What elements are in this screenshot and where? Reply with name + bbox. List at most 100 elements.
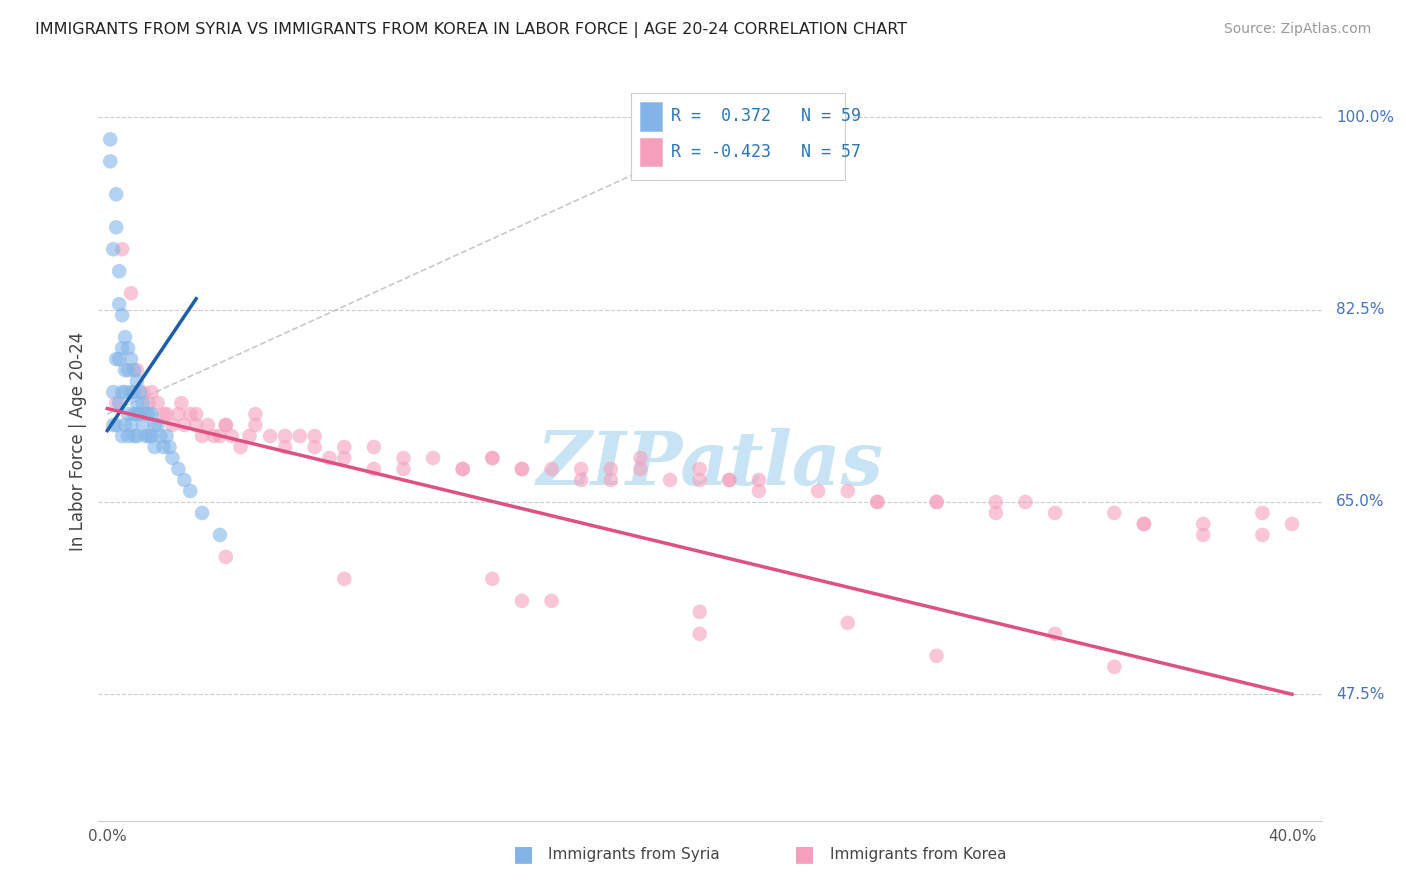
- Point: [274, 440, 297, 454]
- Point: [105, 220, 128, 235]
- Point: [120, 385, 142, 400]
- Text: IMMIGRANTS FROM SYRIA VS IMMIGRANTS FROM KOREA IN LABOR FORCE | AGE 20-24 CORREL: IMMIGRANTS FROM SYRIA VS IMMIGRANTS FROM…: [35, 22, 907, 38]
- Point: [111, 385, 134, 400]
- Point: [114, 330, 136, 344]
- Point: [599, 473, 621, 487]
- Point: [108, 297, 131, 311]
- Point: [167, 407, 190, 421]
- Point: [238, 429, 260, 443]
- Point: [333, 572, 356, 586]
- Point: [628, 462, 651, 476]
- Point: [105, 396, 128, 410]
- Point: [111, 242, 134, 256]
- Point: [105, 352, 128, 367]
- Point: [105, 418, 128, 433]
- Point: [138, 429, 160, 443]
- Text: 65.0%: 65.0%: [1336, 494, 1385, 509]
- Text: Immigrants from Syria: Immigrants from Syria: [548, 847, 720, 862]
- Text: 82.5%: 82.5%: [1336, 302, 1385, 318]
- Point: [122, 429, 145, 443]
- Point: [135, 407, 157, 421]
- Point: [128, 385, 150, 400]
- Point: [122, 363, 145, 377]
- Point: [146, 396, 169, 410]
- Point: [422, 450, 444, 465]
- Point: [304, 429, 326, 443]
- Point: [984, 495, 1007, 509]
- Point: [304, 440, 326, 454]
- Point: [925, 648, 948, 663]
- Point: [245, 407, 267, 421]
- Point: [1133, 516, 1156, 531]
- Point: [128, 407, 150, 421]
- Point: [689, 605, 711, 619]
- Point: [167, 462, 190, 476]
- Point: [481, 572, 503, 586]
- Point: [186, 418, 208, 433]
- Point: [114, 418, 136, 433]
- Point: [138, 407, 160, 421]
- Point: [837, 615, 859, 630]
- Point: [114, 363, 136, 377]
- Point: [125, 429, 148, 443]
- Text: Source: ZipAtlas.com: Source: ZipAtlas.com: [1223, 22, 1371, 37]
- Point: [510, 462, 533, 476]
- Point: [807, 483, 830, 498]
- Point: [141, 385, 163, 400]
- Point: [333, 440, 356, 454]
- Point: [451, 462, 474, 476]
- Point: [925, 495, 948, 509]
- Point: [837, 483, 859, 498]
- Point: [866, 495, 889, 509]
- Point: [125, 407, 148, 421]
- Point: [1104, 506, 1126, 520]
- Point: [125, 374, 148, 388]
- Text: R =  0.372   N = 59: R = 0.372 N = 59: [671, 107, 860, 125]
- Point: [114, 385, 136, 400]
- Text: 40.0%: 40.0%: [1268, 830, 1316, 845]
- Point: [155, 429, 177, 443]
- Point: [141, 429, 163, 443]
- Point: [259, 429, 281, 443]
- Point: [122, 407, 145, 421]
- Bar: [640, 102, 662, 130]
- Point: [111, 429, 134, 443]
- Point: [599, 462, 621, 476]
- Point: [363, 440, 385, 454]
- Point: [132, 385, 155, 400]
- Point: [120, 418, 142, 433]
- Point: [215, 549, 238, 564]
- Point: [318, 450, 340, 465]
- Point: [108, 352, 131, 367]
- Point: [245, 418, 267, 433]
- Point: [173, 418, 195, 433]
- Point: [132, 418, 155, 433]
- Point: [1192, 516, 1215, 531]
- Point: [229, 440, 252, 454]
- Point: [540, 594, 562, 608]
- Point: [120, 286, 142, 301]
- Point: [105, 187, 128, 202]
- Point: [149, 429, 172, 443]
- Point: [925, 495, 948, 509]
- Point: [392, 450, 415, 465]
- Point: [159, 440, 181, 454]
- Point: [333, 450, 356, 465]
- Text: 47.5%: 47.5%: [1336, 687, 1385, 702]
- Point: [984, 506, 1007, 520]
- Point: [1251, 506, 1274, 520]
- Point: [1104, 660, 1126, 674]
- Point: [208, 429, 231, 443]
- Point: [135, 429, 157, 443]
- Point: [155, 407, 177, 421]
- Point: [510, 594, 533, 608]
- Point: [718, 473, 741, 487]
- Point: [274, 429, 297, 443]
- Point: [191, 506, 214, 520]
- Point: [748, 473, 770, 487]
- Point: [143, 418, 166, 433]
- Point: [1043, 627, 1066, 641]
- Point: [111, 308, 134, 322]
- Point: [162, 450, 184, 465]
- Point: [288, 429, 311, 443]
